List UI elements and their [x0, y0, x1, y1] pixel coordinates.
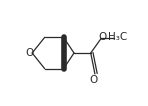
Text: O: O: [25, 48, 33, 58]
Text: O: O: [99, 32, 107, 42]
Text: H₃C: H₃C: [108, 32, 128, 42]
Text: O: O: [90, 75, 98, 85]
